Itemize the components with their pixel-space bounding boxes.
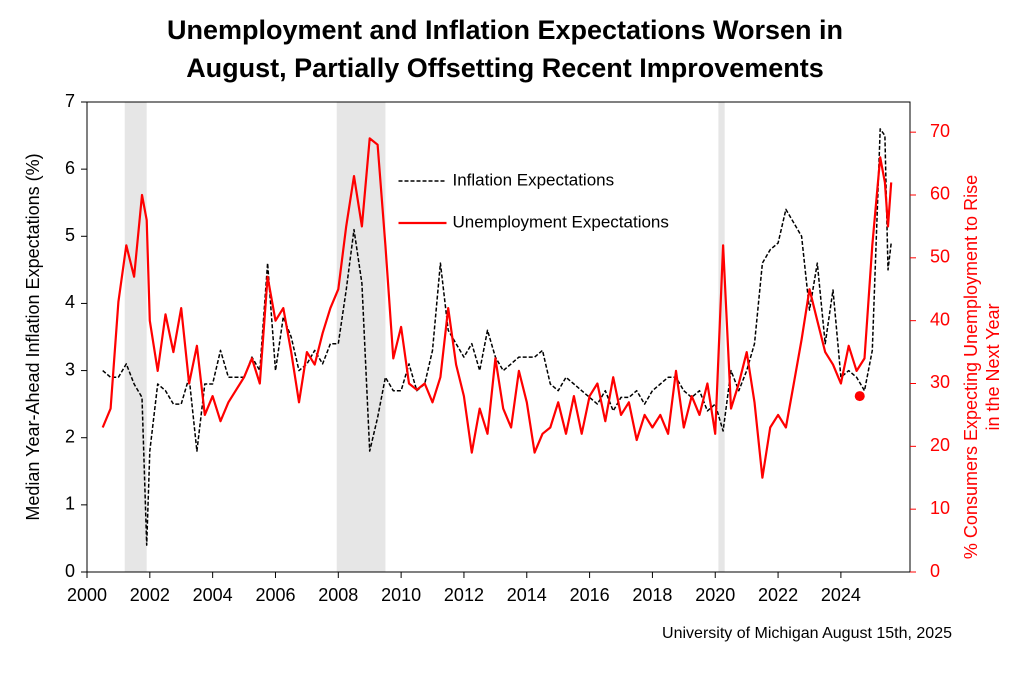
x-tick-label: 2014 [507,585,547,605]
x-tick-label: 2010 [381,585,421,605]
y-tick-label: 1 [65,494,75,514]
y-tick-label: 0 [65,561,75,581]
y-tick-label: 3 [65,359,75,379]
y2-axis-label: % Consumers Expecting Unemployment to Ri… [961,175,981,559]
y2-tick-label: 10 [930,498,950,518]
source-note: University of Michigan August 15th, 2025 [662,625,952,642]
y2-axis-label: in the Next Year [983,303,1003,430]
chart-title: August, Partially Offsetting Recent Impr… [186,53,824,83]
recession-shade [718,102,725,572]
x-tick-label: 2016 [570,585,610,605]
x-tick-label: 2004 [193,585,233,605]
chart-title: Unemployment and Inflation Expectations … [167,15,843,45]
x-tick-label: 2018 [632,585,672,605]
series-line [101,137,893,479]
y-tick-label: 2 [65,426,75,446]
x-tick-label: 2000 [67,585,107,605]
y2-tick-label: 70 [930,121,950,141]
y2-tick-label: 20 [930,435,950,455]
y2-tick-label: 40 [930,309,950,329]
legend-label: Unemployment Expectations [453,212,669,231]
x-tick-label: 2008 [318,585,358,605]
y2-tick-label: 0 [930,561,940,581]
recession-shade [124,102,147,572]
x-tick-label: 2020 [695,585,735,605]
plot-frame [86,101,911,573]
legend-label: Inflation Expectations [453,170,615,189]
series-line [102,128,892,546]
y-tick-label: 7 [65,91,75,111]
y-tick-label: 5 [65,225,75,245]
x-tick-label: 2024 [821,585,861,605]
y-tick-label: 6 [65,158,75,178]
highlight-point [854,391,865,402]
x-tick-label: 2002 [130,585,170,605]
y2-tick-label: 60 [930,184,950,204]
y2-tick-label: 50 [930,247,950,267]
x-tick-label: 2006 [255,585,295,605]
y-axis-label: Median Year-Ahead Inflation Expectations… [23,153,43,520]
x-tick-label: 2012 [444,585,484,605]
y2-tick-label: 30 [930,372,950,392]
y-tick-label: 4 [65,292,75,312]
recession-shade [336,102,386,572]
x-tick-label: 2022 [758,585,798,605]
